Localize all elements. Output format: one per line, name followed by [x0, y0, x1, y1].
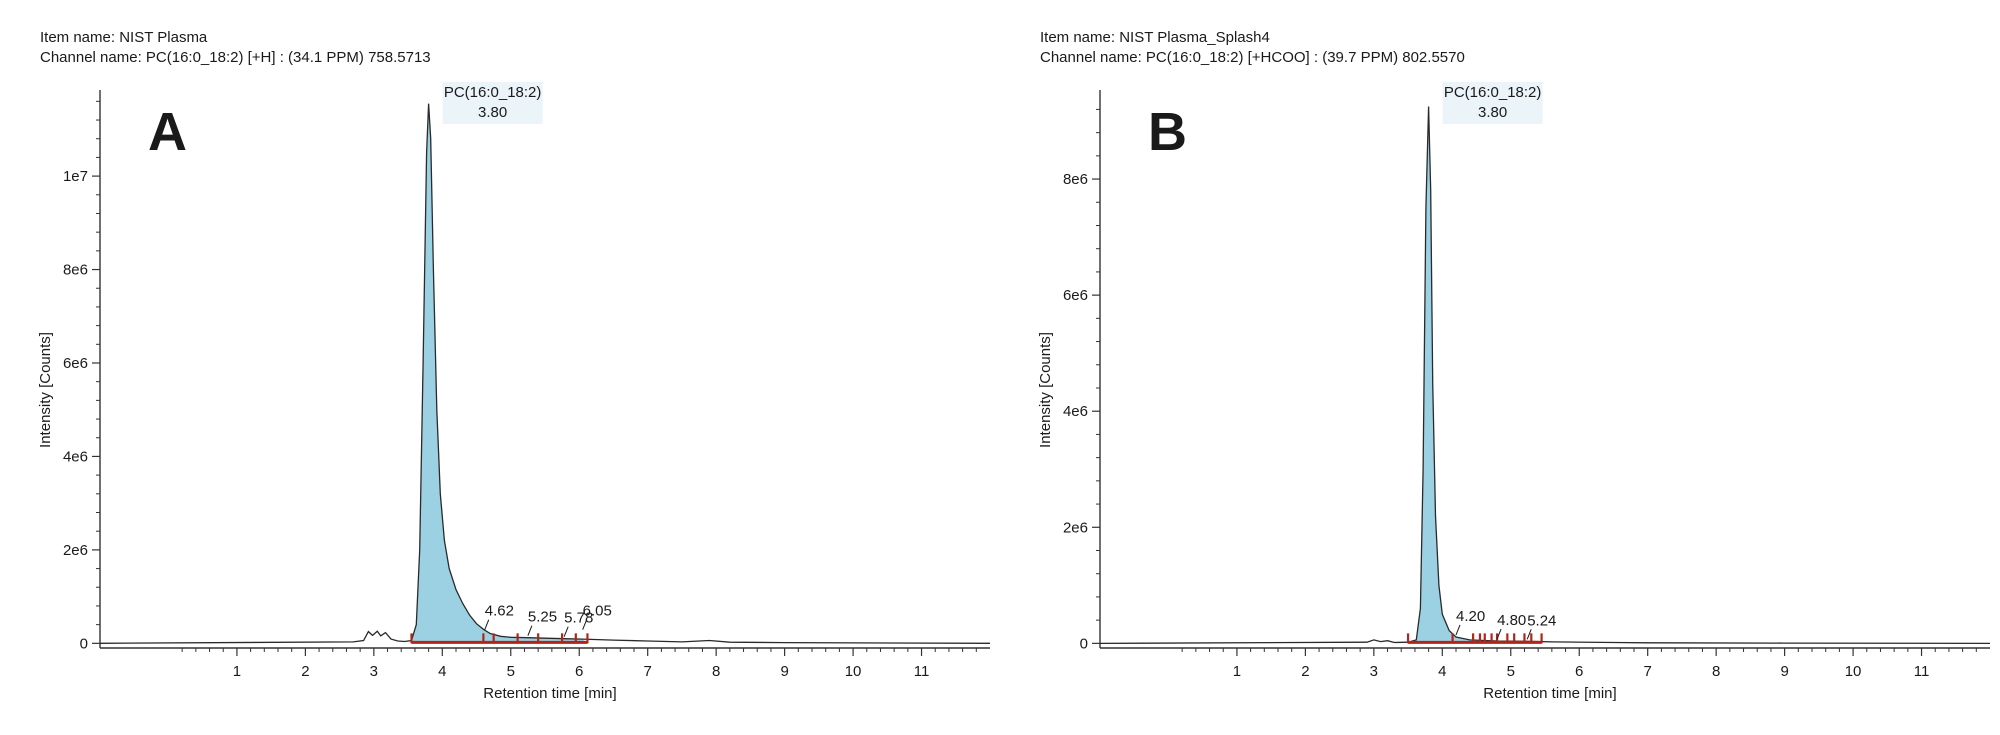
peak-name-label: PC(16:0_18:2): [444, 84, 542, 101]
x-tick-label: 1: [1233, 663, 1241, 680]
minor-peak-pointer: [484, 619, 490, 630]
y-tick-label: 0: [80, 635, 88, 652]
y-tick-label: 2e6: [1063, 519, 1088, 536]
minor-peak-label: 5.25: [528, 609, 557, 626]
x-tick-label: 9: [780, 663, 788, 680]
minor-peak-pointer: [1455, 624, 1461, 636]
peak-rt-label: 3.80: [478, 104, 507, 121]
y-axis-title: Intensity [Counts]: [37, 332, 54, 448]
y-tick-label: 4e6: [1063, 403, 1088, 420]
x-tick-label: 3: [1370, 663, 1378, 680]
minor-peak-pointer: [527, 625, 533, 636]
y-tick-label: 0: [1080, 635, 1088, 652]
channel-name-label: Channel name: PC(16:0_18:2) [+HCOO] : (3…: [1040, 49, 1465, 66]
x-tick-label: 7: [1644, 663, 1652, 680]
x-tick-label: 3: [370, 663, 378, 680]
x-tick-label: 8: [712, 663, 720, 680]
item-name-label: Item name: NIST Plasma_Splash4: [1040, 29, 1270, 46]
y-tick-label: 6e6: [63, 355, 88, 372]
chromatogram-trace: [1099, 106, 1991, 645]
minor-peak-label: 4.20: [1456, 608, 1485, 625]
channel-name-label: Channel name: PC(16:0_18:2) [+H] : (34.1…: [40, 49, 431, 66]
minor-peak-label: 6.05: [583, 603, 612, 620]
y-tick-label: 8e6: [63, 262, 88, 279]
x-tick-label: 5: [507, 663, 515, 680]
y-tick-label: 6e6: [1063, 287, 1088, 304]
x-axis-title: Retention time [min]: [1483, 685, 1616, 702]
minor-peak-pointer: [563, 626, 569, 637]
panel-letter: A: [148, 102, 187, 162]
chromatogram-plot-a: 1 2 3 4 5 6 7 8 9 10 11 0 2e6 4e6 6e6 8e6 1e7 Retention t…: [37, 82, 991, 702]
y-axis-title: Intensity [Counts]: [1037, 332, 1054, 448]
main-peak-area: [411, 103, 588, 644]
x-tick-label: 7: [644, 663, 652, 680]
minor-peak-pointer: [1526, 629, 1532, 640]
x-tick-label: 9: [1780, 663, 1788, 680]
y-tick-label: 4e6: [63, 448, 88, 465]
y-tick-label: 2e6: [63, 542, 88, 559]
item-name-label: Item name: NIST Plasma: [40, 29, 208, 46]
x-tick-label: 2: [1301, 663, 1309, 680]
minor-peak-pointer: [1496, 628, 1502, 640]
x-tick-label: 4: [438, 663, 446, 680]
x-tick-label: 6: [575, 663, 583, 680]
x-tick-label: 5: [1507, 663, 1515, 680]
x-tick-label: 6: [1575, 663, 1583, 680]
x-tick-label: 11: [914, 663, 930, 680]
x-tick-label: 1: [233, 663, 241, 680]
x-tick-label: 2: [301, 663, 309, 680]
chromatogram-trace: [99, 103, 991, 644]
x-tick-label: 4: [1438, 663, 1446, 680]
panel-letter: B: [1148, 102, 1187, 162]
peak-label-box: [1442, 82, 1543, 124]
peak-name-label: PC(16:0_18:2): [1444, 84, 1542, 101]
minor-peak-label: 4.80: [1497, 612, 1526, 629]
minor-peak-label: 5.24: [1527, 612, 1556, 629]
minor-peak-pointer: [582, 619, 588, 630]
x-tick-label: 8: [1712, 663, 1720, 680]
x-tick-label: 11: [1914, 663, 1930, 680]
chromatogram-panel-a: Item name: NIST Plasma Channel name: PC(…: [37, 29, 991, 702]
x-tick-label: 10: [845, 663, 862, 680]
y-tick-label: 8e6: [1063, 171, 1088, 188]
main-peak-area: [1408, 106, 1542, 644]
peak-rt-label: 3.80: [1478, 104, 1507, 121]
y-tick-label: 1e7: [63, 168, 88, 185]
x-axis-title: Retention time [min]: [483, 685, 616, 702]
peak-label-box: [442, 82, 543, 124]
chromatogram-plot-b: 1 2 3 4 5 6 7 8 9 10 11 0 2e6 4e6 6e6 8e6 Retention time…: [1037, 82, 1991, 702]
chromatogram-panel-b: Item name: NIST Plasma_Splash4 Channel n…: [1000, 0, 2000, 735]
x-tick-label: 10: [1845, 663, 1862, 680]
minor-peak-label: 4.62: [485, 603, 514, 620]
